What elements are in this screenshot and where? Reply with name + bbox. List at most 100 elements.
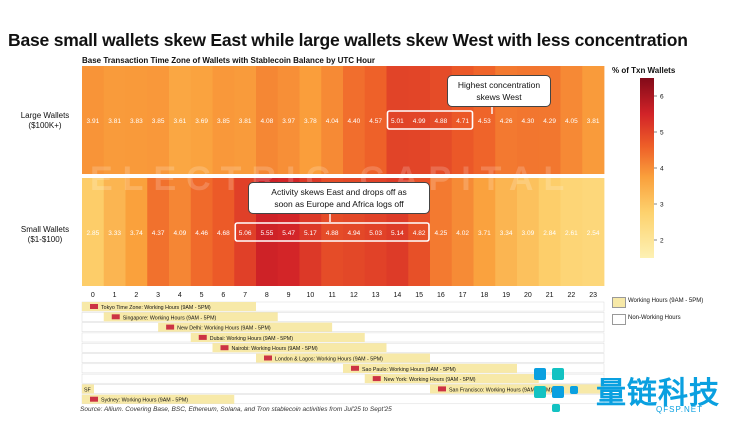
timezone-label: San Francisco: Working Hours (9AM - 5PM): [449, 387, 552, 393]
row-label-large-line1: Large Wallets: [20, 111, 70, 120]
cell-value-label: 3.91: [87, 118, 100, 125]
heatmap-cell: [103, 178, 126, 286]
heatmap-cell: [560, 66, 583, 174]
callout-small-text: Activity skews East and drops off as soo…: [271, 187, 407, 209]
cell-value-label: 2.61: [565, 230, 578, 237]
timezone-label: New York: Working Hours (9AM - 5PM): [384, 377, 476, 383]
heatmap-cell: [82, 178, 105, 286]
x-tick-label: 21: [546, 292, 554, 299]
cell-value-label: 5.17: [304, 230, 317, 237]
cell-value-label: 3.34: [500, 230, 513, 237]
x-tick-label: 2: [134, 292, 138, 299]
heatmap-cell: [451, 178, 474, 286]
cell-value-label: 3.81: [587, 118, 600, 125]
cell-value-label: 2.84: [543, 230, 556, 237]
heatmap-cell: [190, 66, 213, 174]
cell-value-label: 4.53: [478, 118, 491, 125]
flag-icon: [220, 345, 229, 351]
timezone-row-bg: [81, 373, 605, 384]
heatmap-cell: [299, 66, 322, 174]
cell-value-label: 3.09: [522, 230, 535, 237]
cell-value-label: 3.74: [130, 230, 143, 237]
cell-value-label: 3.61: [174, 118, 187, 125]
flag-icon: [351, 365, 359, 371]
heatmap-cell: [321, 66, 344, 174]
colorbar-tick-label: 2: [660, 238, 664, 245]
timezone-label: Sao Paulo: Working Hours (9AM - 5PM): [362, 367, 456, 373]
cell-value-label: 4.88: [435, 118, 448, 125]
legend-nonworking-swatch: [612, 314, 626, 325]
cell-value-label: 5.55: [261, 230, 274, 237]
cell-value-label: 4.46: [195, 230, 208, 237]
flag-icon: [372, 376, 381, 382]
heatmap-cell: [82, 66, 105, 174]
flag-icon: [264, 355, 272, 361]
brand-domain: QFSP.NET: [656, 405, 703, 414]
highlight-box-large: [386, 110, 474, 130]
x-tick-label: 22: [567, 292, 575, 299]
cell-value-label: 4.02: [456, 230, 469, 237]
heatmap-cell: [125, 178, 148, 286]
heatmap-cell: [430, 66, 453, 174]
x-tick-label: 18: [480, 292, 488, 299]
cell-value-label: 4.26: [500, 118, 513, 125]
timezone-working-bar: [430, 384, 604, 394]
cell-value-label: 4.25: [435, 230, 448, 237]
cell-value-label: 5.03: [369, 230, 382, 237]
figure-title: Base small wallets skew East while large…: [8, 30, 688, 50]
cell-value-label: 3.81: [239, 118, 252, 125]
timezone-working-bar: [158, 322, 333, 332]
flag-icon: [166, 324, 175, 330]
heatmap-cell: [408, 66, 431, 174]
timezone-label: Dubai: Working Hours (9AM - 5PM): [210, 336, 293, 342]
heatmap-cell: [473, 178, 496, 286]
colorbar-tick-label: 3: [660, 202, 664, 209]
brand-logo-icon: [534, 368, 578, 412]
colorbar-title: % of Txn Wallets: [612, 66, 676, 75]
heatmap-cell: [582, 178, 605, 286]
x-tick-label: 10: [306, 292, 314, 299]
timezone-working-bar-wrap: [82, 384, 94, 394]
heatmap-cell: [582, 66, 605, 174]
cell-value-label: 4.37: [152, 230, 165, 237]
cell-value-label: 3.78: [304, 118, 317, 125]
x-tick-label: 15: [415, 292, 423, 299]
timezone-working-bar: [190, 332, 365, 342]
cell-value-label: 2.85: [87, 230, 100, 237]
timezone-label: Singapore: Working Hours (9AM - 5PM): [123, 315, 217, 321]
flag-icon: [90, 304, 98, 309]
heatmap-cell: [169, 178, 192, 286]
cell-value-label: 4.04: [326, 118, 339, 125]
cell-value-label: 4.29: [543, 118, 556, 125]
x-tick-label: 5: [200, 292, 204, 299]
x-tick-label: 13: [372, 292, 380, 299]
timezone-sf-wrap-label: SF: [84, 387, 92, 393]
timezone-working-bar: [103, 312, 278, 322]
heatmap-cell: [147, 178, 170, 286]
cell-value-label: 3.71: [478, 230, 491, 237]
x-tick-label: 23: [589, 292, 597, 299]
colorbar: [640, 78, 654, 258]
x-tick-label: 16: [437, 292, 445, 299]
heatmap-cell: [125, 66, 148, 174]
heatmap-cell: [147, 66, 170, 174]
heatmap-cell: [103, 66, 126, 174]
x-tick-label: 7: [243, 292, 247, 299]
cell-value-label: 5.06: [239, 230, 252, 237]
chart-subtitle: Base Transaction Time Zone of Wallets wi…: [82, 56, 375, 65]
x-tick-label: 14: [393, 292, 401, 299]
cell-value-label: 4.94: [348, 230, 361, 237]
heatmap-cell: [277, 66, 300, 174]
colorbar-tick-label: 4: [660, 166, 664, 173]
callout-small: Activity skews East and drops off as soo…: [248, 182, 430, 214]
cell-value-label: 3.69: [195, 118, 208, 125]
flag-icon: [111, 314, 120, 320]
cell-value-label: 4.99: [413, 118, 426, 125]
callout-large: Highest concentration skews West: [447, 75, 551, 107]
heatmap-cell: [560, 178, 583, 286]
heatmap-cell: [343, 66, 366, 174]
row-label-large-line2: ($100K+): [28, 121, 62, 130]
heatmap-cell: [234, 66, 257, 174]
row-label-large: Large Wallets ($100K+): [10, 111, 80, 131]
